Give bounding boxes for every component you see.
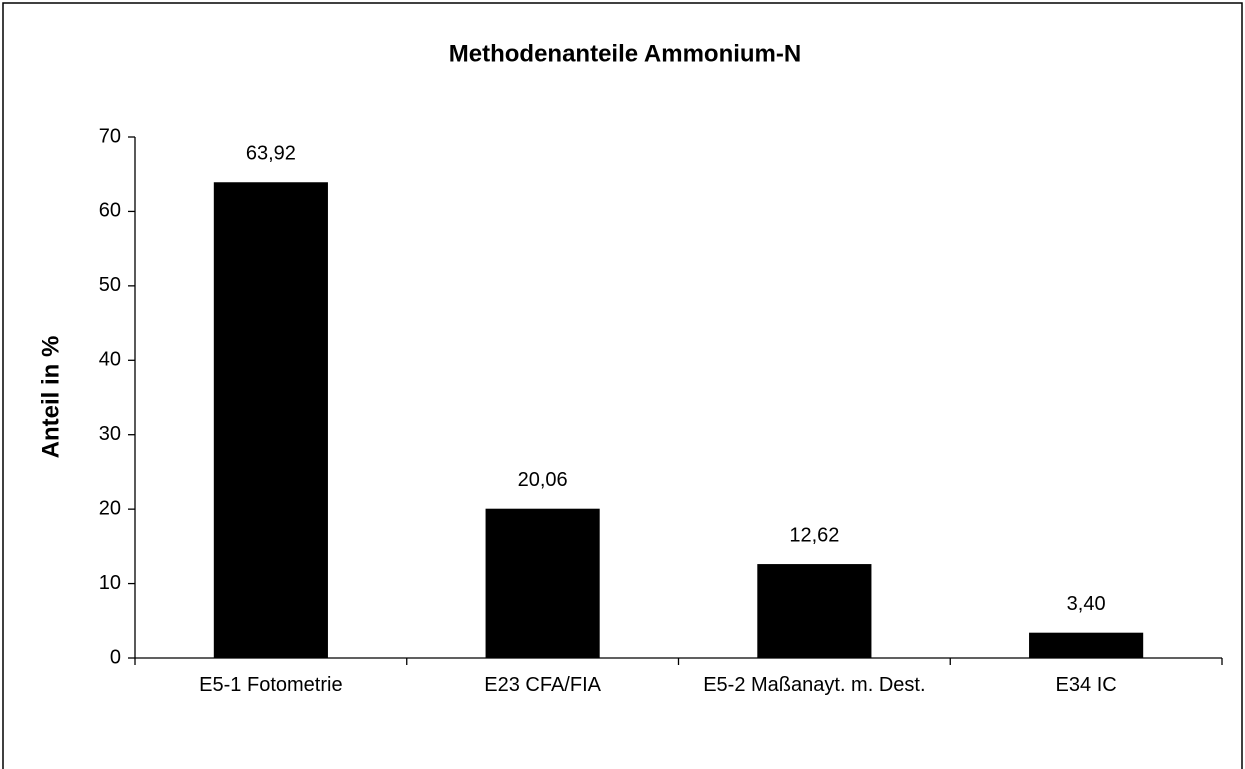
x-tick-label: E34 IC	[1055, 674, 1117, 696]
y-axis-title: Anteil in %	[37, 336, 64, 459]
y-tick-label: 60	[99, 200, 121, 222]
y-tick-label: 40	[99, 349, 121, 371]
x-tick-label: E5-1 Fotometrie	[199, 674, 343, 696]
y-tick-label: 30	[99, 423, 121, 445]
bar	[485, 508, 600, 658]
value-label: 12,62	[789, 524, 839, 546]
bar	[757, 564, 872, 658]
x-tick-label: E5-2 Maßanayt. m. Dest.	[703, 674, 926, 696]
bar	[1029, 632, 1144, 658]
y-tick-label: 0	[110, 646, 121, 668]
x-tick-label: E23 CFA/FIA	[484, 674, 601, 696]
value-label: 20,06	[518, 469, 568, 491]
value-label: 63,92	[246, 143, 296, 165]
y-tick-label: 70	[99, 125, 121, 147]
y-tick-label: 50	[99, 274, 121, 296]
chart-title: Methodenanteile Ammonium-N	[449, 40, 801, 67]
bar	[213, 182, 328, 659]
y-tick-label: 10	[99, 572, 121, 594]
value-label: 3,40	[1067, 593, 1106, 615]
y-tick-label: 20	[99, 497, 121, 519]
